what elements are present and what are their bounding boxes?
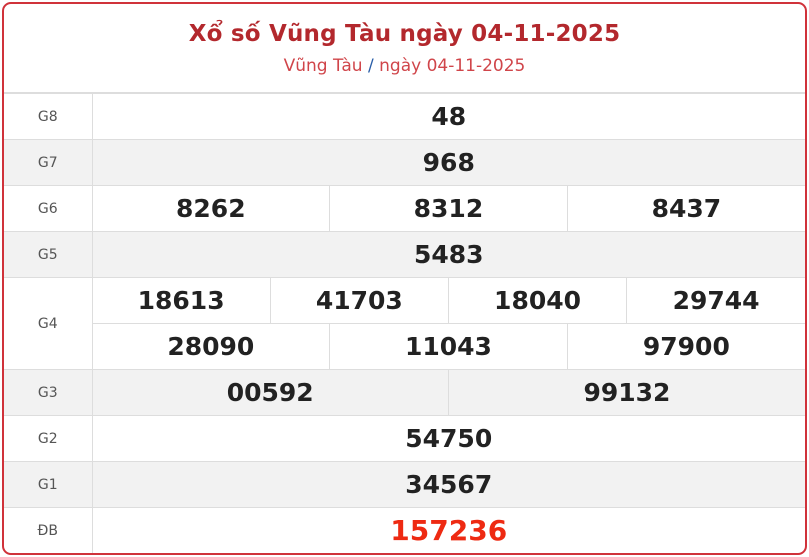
prize-number: 99132 bbox=[447, 369, 805, 416]
prize-label: G1 bbox=[4, 461, 93, 508]
prize-number: 8312 bbox=[329, 185, 568, 232]
prize-number: 8262 bbox=[91, 185, 331, 232]
prize-number: 18040 bbox=[447, 277, 628, 324]
prize-number: 48 bbox=[91, 93, 805, 140]
prize-row-g2: G2 54750 bbox=[4, 415, 805, 462]
prize-row-g7: G7 968 bbox=[4, 139, 805, 186]
prize-label: ĐB bbox=[4, 507, 93, 553]
breadcrumb-separator: / bbox=[367, 56, 374, 76]
prize-row-g4: G4 18613 41703 18040 29744 bbox=[4, 277, 805, 370]
prize-number: 968 bbox=[91, 139, 805, 186]
prize-number: 18613 bbox=[91, 277, 271, 324]
special-prize-number: 157236 bbox=[91, 507, 805, 553]
prize-number: 8437 bbox=[566, 185, 805, 232]
prize-number: 97900 bbox=[566, 323, 805, 370]
prize-row-g5: G5 5483 bbox=[4, 231, 805, 278]
results-header: Xổ số Vũng Tàu ngày 04-11-2025 Vũng Tàu … bbox=[4, 4, 805, 93]
prize-number: 00592 bbox=[91, 369, 449, 416]
prize-number: 28090 bbox=[92, 323, 331, 370]
prize-label: G2 bbox=[4, 415, 93, 462]
prize-row-special: ĐB 157236 bbox=[4, 507, 805, 553]
prize-row-g6: G6 8262 8312 8437 bbox=[4, 185, 805, 232]
prize-row-g4-second: 28090 11043 97900 bbox=[4, 323, 805, 370]
prize-number: 34567 bbox=[91, 461, 805, 508]
prize-label: G5 bbox=[4, 231, 93, 278]
prize-number: 41703 bbox=[269, 277, 449, 324]
prize-row-g3: G3 00592 99132 bbox=[4, 369, 805, 416]
prize-number: 11043 bbox=[329, 323, 568, 370]
breadcrumb: Vũng Tàu / ngày 04-11-2025 bbox=[4, 56, 805, 76]
page-title: Xổ số Vũng Tàu ngày 04-11-2025 bbox=[188, 21, 621, 47]
prize-label: G6 bbox=[4, 185, 93, 232]
breadcrumb-location-link[interactable]: Vũng Tàu bbox=[283, 56, 363, 76]
prize-number: 5483 bbox=[91, 231, 805, 278]
breadcrumb-date: ngày 04-11-2025 bbox=[379, 56, 526, 76]
prize-number: 29744 bbox=[626, 277, 805, 324]
prize-number: 54750 bbox=[91, 415, 805, 462]
results-table: G8 48 G7 968 G6 8262 8312 8437 G5 5483 G… bbox=[4, 93, 805, 553]
prize-label: G7 bbox=[4, 139, 93, 186]
prize-row-g1: G1 34567 bbox=[4, 461, 805, 508]
prize-label: G4 bbox=[4, 277, 93, 370]
prize-row-g8: G8 48 bbox=[4, 93, 805, 140]
prize-label: G8 bbox=[4, 93, 93, 140]
prize-label: G3 bbox=[4, 369, 93, 416]
